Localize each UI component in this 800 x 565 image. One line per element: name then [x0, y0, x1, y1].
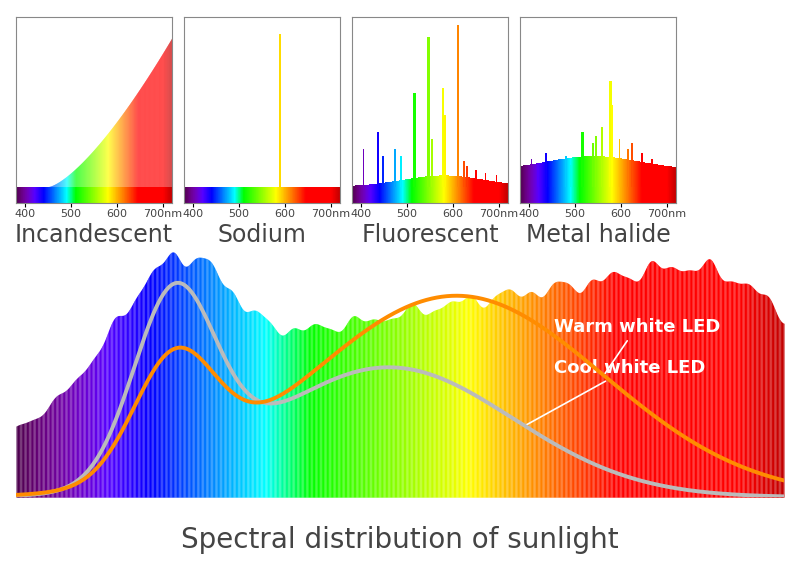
Text: Metal halide: Metal halide — [526, 223, 670, 247]
Text: Fluorescent: Fluorescent — [361, 223, 499, 247]
Text: Incandescent: Incandescent — [15, 223, 173, 247]
Text: Cool white LED: Cool white LED — [526, 359, 705, 425]
Text: Spectral distribution of sunlight: Spectral distribution of sunlight — [181, 525, 619, 554]
Text: Warm white LED: Warm white LED — [554, 318, 720, 373]
Text: Sodium: Sodium — [218, 223, 306, 247]
